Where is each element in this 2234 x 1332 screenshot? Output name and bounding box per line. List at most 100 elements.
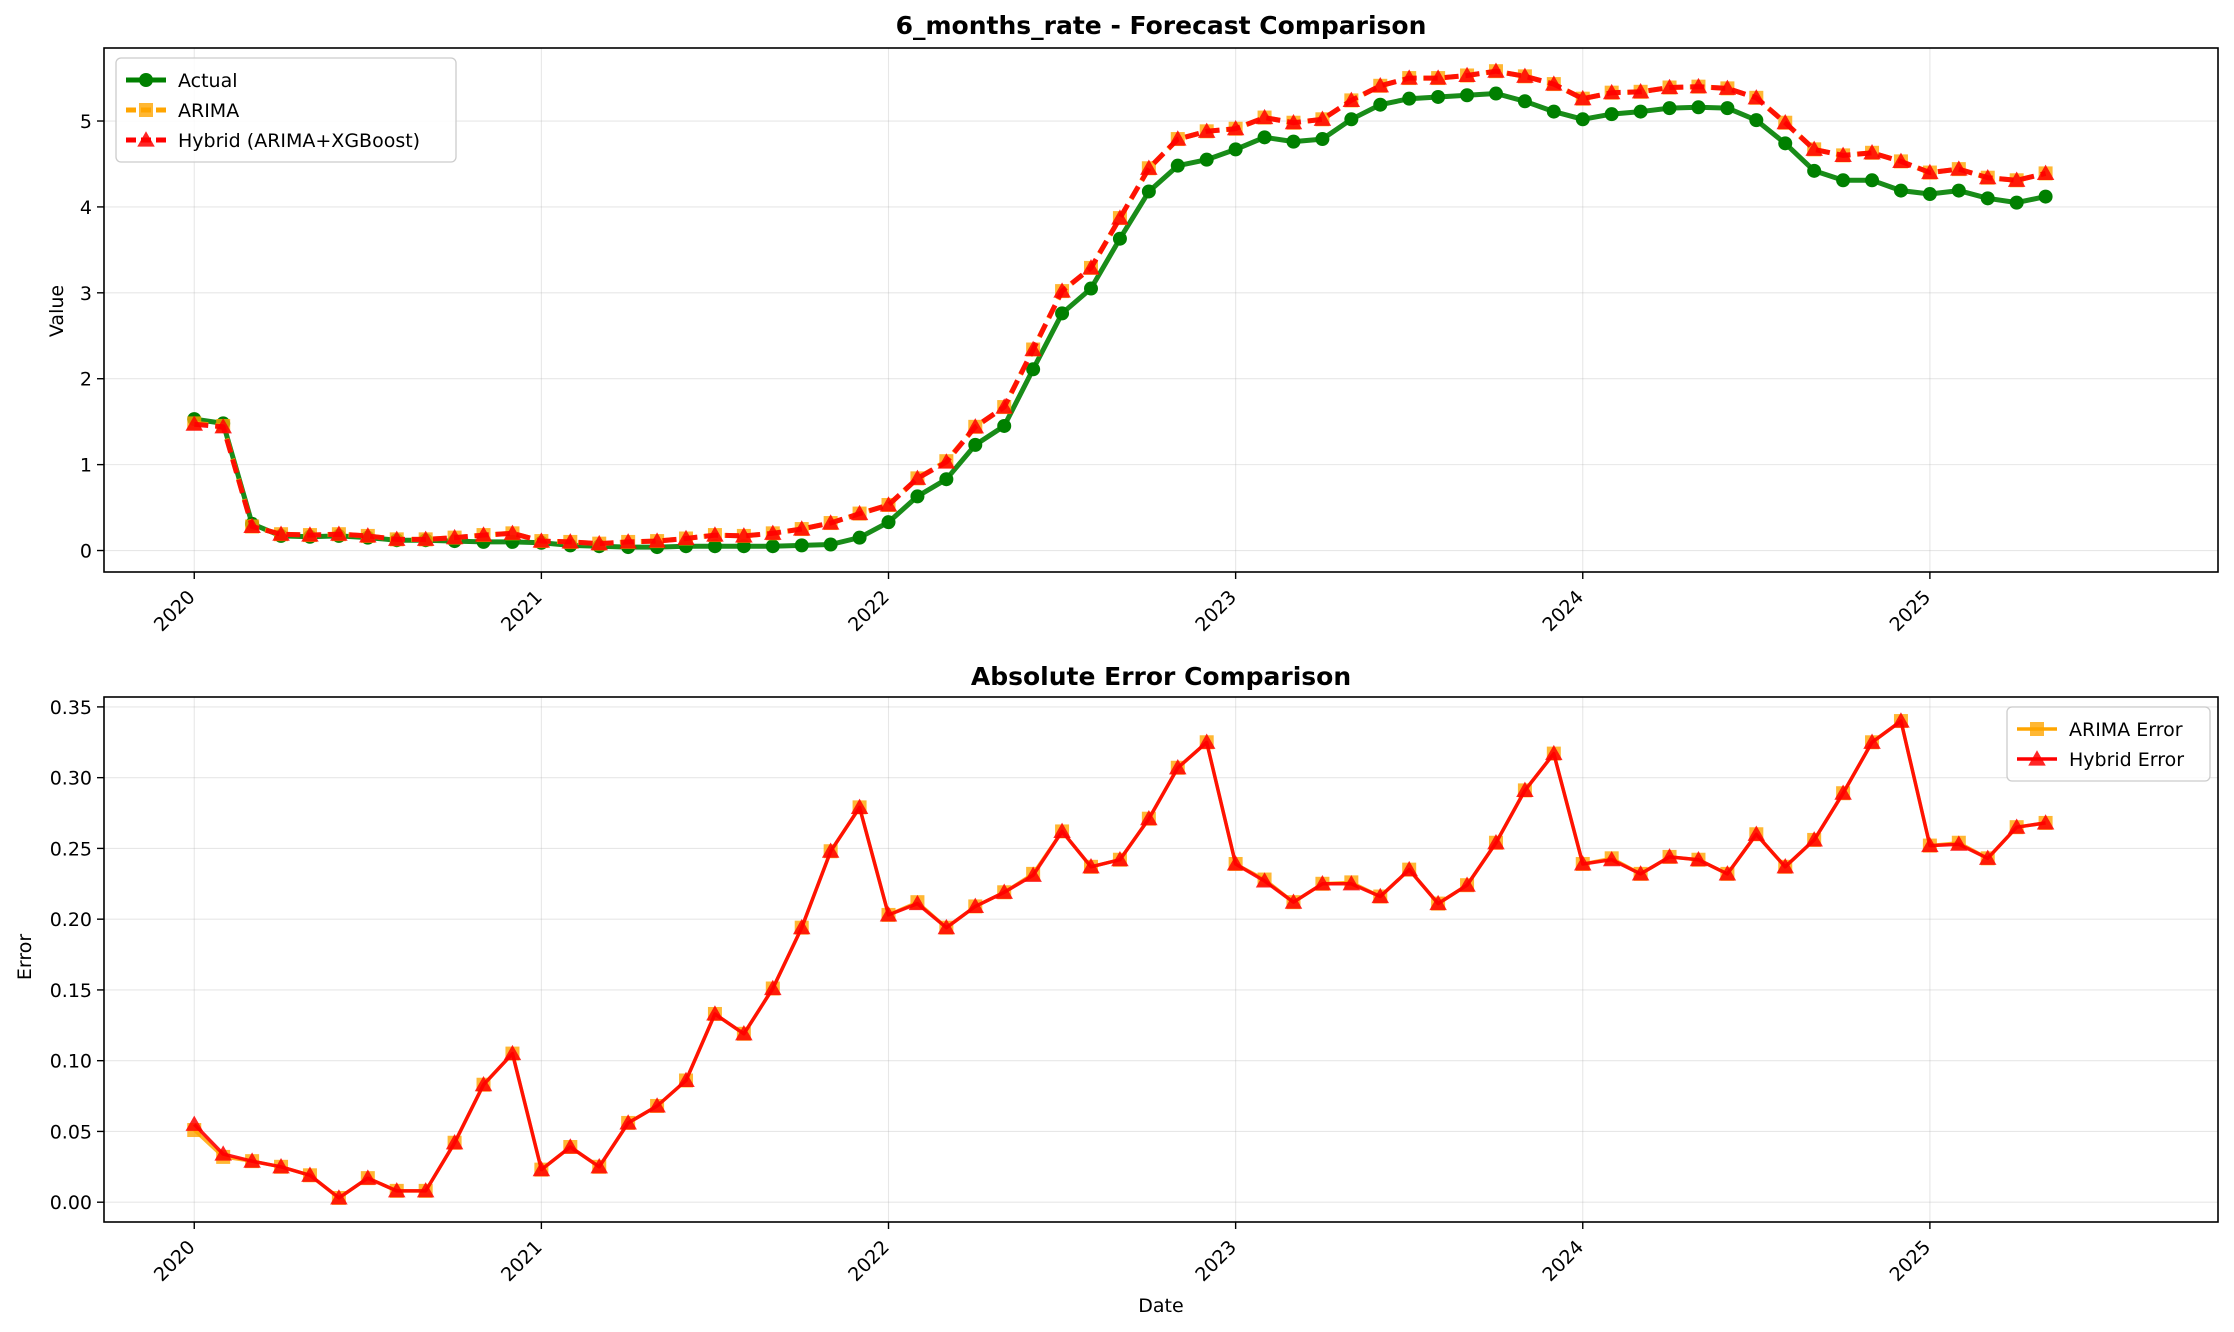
data-point xyxy=(997,418,1012,433)
data-point xyxy=(214,418,232,434)
data-point xyxy=(1226,855,1245,871)
data-point xyxy=(1460,88,1475,103)
x-tick-label: 2022 xyxy=(844,1236,894,1286)
data-point xyxy=(1082,858,1100,874)
data-point xyxy=(1315,132,1330,147)
data-point xyxy=(2007,171,2026,187)
data-point xyxy=(1284,113,1303,130)
data-point xyxy=(1545,75,1563,91)
data-point xyxy=(995,883,1013,899)
x-tick-label: 2022 xyxy=(844,586,894,636)
data-point xyxy=(1633,104,1648,119)
data-point xyxy=(1053,282,1071,298)
data-point xyxy=(1342,875,1361,891)
data-point xyxy=(879,906,898,922)
data-point xyxy=(561,1138,580,1154)
legend-marker xyxy=(137,131,155,147)
data-point xyxy=(503,524,522,540)
data-point xyxy=(1342,91,1361,107)
legend: Actual ARIMA Hybrid (ARIMA+XGBoost) xyxy=(115,57,457,163)
data-point xyxy=(706,526,724,542)
data-point xyxy=(619,1114,637,1130)
data-point xyxy=(532,532,551,548)
data-point xyxy=(2009,195,2024,210)
grid-lines xyxy=(104,697,2218,1222)
data-point xyxy=(1082,259,1100,275)
data-point xyxy=(881,515,896,530)
x-tick-label: 2023 xyxy=(1191,1236,1241,1286)
data-point xyxy=(1951,183,1966,198)
data-point xyxy=(968,437,983,452)
data-point xyxy=(359,527,377,543)
data-point xyxy=(185,1115,204,1131)
data-point xyxy=(330,525,348,541)
legend-marker xyxy=(139,73,153,87)
data-point xyxy=(1313,875,1332,891)
data-point xyxy=(301,1166,319,1182)
data-point xyxy=(852,530,867,545)
data-point xyxy=(1604,107,1619,122)
data-point xyxy=(214,1145,232,1161)
data-point xyxy=(1718,79,1737,95)
data-point xyxy=(1805,140,1823,156)
series-line xyxy=(194,68,2047,547)
data-point xyxy=(387,530,406,546)
data-point xyxy=(706,1005,724,1021)
data-point xyxy=(1836,173,1851,188)
data-point xyxy=(1111,850,1129,867)
data-point xyxy=(1863,144,1881,160)
data-point xyxy=(1778,136,1793,151)
data-point xyxy=(1053,822,1071,838)
data-point xyxy=(1631,83,1650,99)
data-point xyxy=(1805,831,1823,847)
data-point xyxy=(1660,78,1679,95)
data-point xyxy=(1255,108,1274,125)
y-tick-label: 1 xyxy=(80,455,92,477)
data-point xyxy=(1284,893,1303,909)
data-point xyxy=(1140,809,1158,826)
series-lines xyxy=(185,62,2055,555)
data-point xyxy=(1631,865,1650,881)
data-point xyxy=(735,527,753,543)
data-point xyxy=(1660,848,1679,864)
data-point xyxy=(1429,894,1447,911)
data-point xyxy=(1517,94,1532,109)
legend-item: ARIMA Error xyxy=(2017,719,2183,741)
data-point xyxy=(764,979,782,996)
data-point xyxy=(1980,191,1995,206)
data-point xyxy=(937,918,956,935)
series-line xyxy=(194,68,2047,547)
data-point xyxy=(1488,86,1503,101)
data-point xyxy=(1602,83,1621,100)
data-point xyxy=(330,1189,348,1205)
data-point xyxy=(1720,101,1735,116)
data-point xyxy=(850,798,869,814)
data-point xyxy=(1546,104,1561,119)
legend-item: Hybrid (ARIMA+XGBoost) xyxy=(126,130,420,152)
legend: ARIMA Error Hybrid Error xyxy=(2006,706,2211,782)
data-point xyxy=(243,1152,261,1168)
legend-item: Actual xyxy=(126,70,238,92)
data-point xyxy=(1024,340,1042,357)
data-point xyxy=(619,533,637,549)
data-point xyxy=(474,526,493,542)
legend-frame xyxy=(2006,706,2211,782)
data-point xyxy=(1776,858,1794,874)
data-point xyxy=(792,520,811,536)
data-point xyxy=(966,897,985,913)
data-point xyxy=(821,514,840,530)
data-point xyxy=(1863,733,1881,749)
data-point xyxy=(1140,159,1158,175)
data-point xyxy=(1574,855,1592,871)
data-point xyxy=(1255,872,1274,888)
data-point xyxy=(1691,100,1706,115)
data-point xyxy=(1026,362,1041,377)
data-point xyxy=(416,1182,435,1198)
y-tick-label: 0.10 xyxy=(50,1051,92,1073)
data-point xyxy=(416,530,435,546)
data-point xyxy=(910,489,925,504)
series-line xyxy=(193,719,2046,1200)
data-point xyxy=(937,453,956,469)
data-point xyxy=(590,534,608,551)
data-point xyxy=(1747,825,1766,841)
